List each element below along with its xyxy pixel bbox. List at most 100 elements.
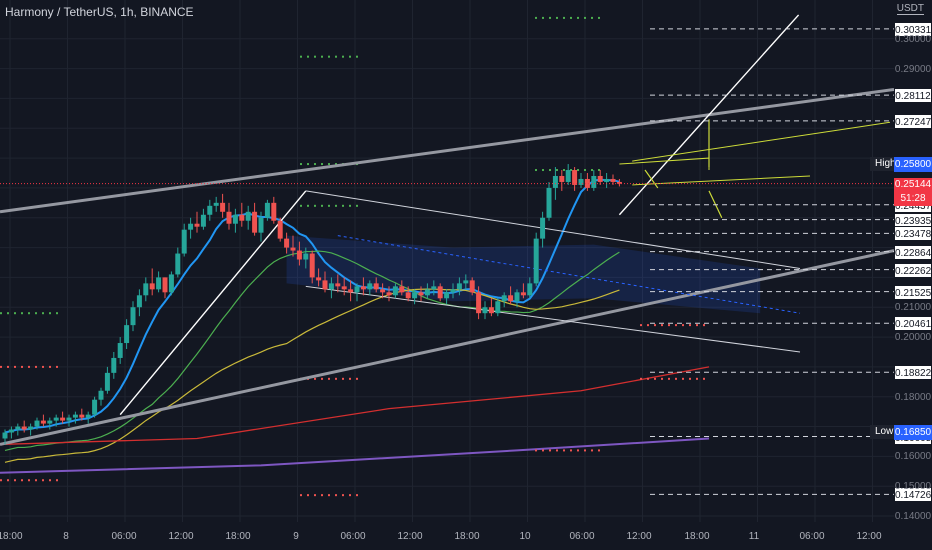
pivot-dot bbox=[549, 16, 551, 19]
pivot-dot bbox=[49, 479, 51, 482]
impulse-arrow-left bbox=[119, 190, 307, 416]
candle-body bbox=[130, 307, 136, 326]
pivot-dot bbox=[591, 16, 593, 19]
candle-body bbox=[348, 289, 354, 293]
pivot-dot bbox=[598, 449, 600, 452]
candle-body bbox=[303, 253, 309, 260]
candle-body bbox=[156, 277, 162, 290]
price-level-label: 0.21525 bbox=[894, 284, 932, 300]
candle-body bbox=[309, 253, 315, 278]
pivot-dot bbox=[703, 324, 705, 327]
candle-body bbox=[373, 283, 379, 290]
time-label: 18:00 bbox=[454, 531, 480, 542]
candle-body bbox=[399, 286, 405, 293]
candle-body bbox=[540, 217, 546, 239]
pivot-dot bbox=[668, 377, 670, 380]
candle-body bbox=[380, 289, 386, 293]
candle-body bbox=[424, 289, 430, 296]
time-label: 18:00 bbox=[684, 531, 710, 542]
candle-body bbox=[469, 280, 475, 293]
candle-body bbox=[79, 414, 85, 418]
candle-body bbox=[597, 175, 603, 182]
symbol-name: Harmony / TetherUS bbox=[5, 5, 114, 19]
pivot-dot bbox=[549, 449, 551, 452]
candle-body bbox=[604, 178, 610, 182]
pivot-dot bbox=[542, 449, 544, 452]
pivot-dot bbox=[21, 312, 23, 315]
ma-purple-line bbox=[0, 437, 710, 474]
pivot-dot bbox=[661, 324, 663, 327]
pivot-dot bbox=[640, 377, 642, 380]
time-label: 12:00 bbox=[856, 531, 882, 542]
time-label: 8 bbox=[63, 531, 69, 542]
candle-body bbox=[226, 211, 232, 224]
candle-body bbox=[15, 426, 21, 430]
high-label: High bbox=[875, 158, 896, 169]
candle-body bbox=[367, 283, 373, 290]
price-level-label: 0.30331 bbox=[894, 21, 932, 37]
pivot-dot bbox=[21, 479, 23, 482]
time-label: 06:00 bbox=[569, 531, 595, 542]
candle-body bbox=[610, 178, 616, 182]
low-value: 0.16850 bbox=[894, 425, 932, 440]
pivot-dot bbox=[28, 365, 30, 368]
currency-label[interactable]: USDT bbox=[896, 3, 924, 15]
pivot-dot bbox=[42, 479, 44, 482]
candle-body bbox=[508, 295, 514, 302]
pivot-dot bbox=[356, 55, 358, 58]
high-value: 0.25800 bbox=[894, 157, 932, 172]
price-tick-label: 0.16000 bbox=[894, 451, 932, 463]
candle-body bbox=[252, 211, 258, 233]
pivot-dot bbox=[577, 449, 579, 452]
symbol-header[interactable]: Harmony / TetherUS, 1h, BINANCE bbox=[5, 5, 194, 19]
candle-body bbox=[162, 277, 168, 293]
pivot-dot bbox=[314, 204, 316, 207]
ichimoku-cloud bbox=[286, 235, 761, 314]
pivot-dot bbox=[570, 169, 572, 172]
pivot-dot bbox=[0, 479, 2, 482]
candle-body bbox=[514, 292, 520, 302]
pivot-dot bbox=[42, 365, 44, 368]
time-label: 06:00 bbox=[799, 531, 825, 542]
candle-body bbox=[149, 283, 155, 290]
candle-body bbox=[284, 238, 290, 248]
channel-lower-line bbox=[0, 249, 895, 446]
pivot-dot bbox=[300, 204, 302, 207]
price-level-label: 0.23478 bbox=[894, 226, 932, 242]
pivot-dot bbox=[35, 479, 37, 482]
candle-body bbox=[328, 283, 334, 290]
pivot-dot bbox=[307, 163, 309, 166]
pivot-dot bbox=[661, 377, 663, 380]
candle-body bbox=[559, 175, 565, 182]
pivot-dot bbox=[647, 324, 649, 327]
candle-body bbox=[271, 202, 277, 221]
candle-body bbox=[456, 283, 462, 290]
channel-upper-line bbox=[0, 87, 895, 214]
pivot-dot bbox=[56, 479, 58, 482]
pivot-dot bbox=[556, 449, 558, 452]
candle-body bbox=[616, 181, 622, 184]
pivot-dot bbox=[654, 377, 656, 380]
pivot-dot bbox=[328, 377, 330, 380]
pivot-dot bbox=[314, 55, 316, 58]
pivot-dot bbox=[307, 204, 309, 207]
price-tick-label: 0.30000 bbox=[894, 33, 932, 45]
pivot-dot bbox=[584, 16, 586, 19]
candle-body bbox=[495, 301, 501, 314]
pivot-dot bbox=[689, 324, 691, 327]
pivot-dot bbox=[335, 377, 337, 380]
candle-body bbox=[277, 220, 283, 239]
pivot-dot bbox=[49, 365, 51, 368]
candle-body bbox=[239, 214, 245, 221]
candle-body bbox=[111, 357, 117, 373]
time-label: 9 bbox=[293, 531, 299, 542]
pivot-dot bbox=[356, 377, 358, 380]
pivot-dot bbox=[591, 449, 593, 452]
pivot-dot bbox=[328, 204, 330, 207]
pivot-dot bbox=[14, 479, 16, 482]
descending-channel-bottom bbox=[305, 285, 801, 353]
pivot-dot bbox=[542, 169, 544, 172]
pivot-dot bbox=[300, 494, 302, 497]
candle-body bbox=[245, 211, 251, 221]
